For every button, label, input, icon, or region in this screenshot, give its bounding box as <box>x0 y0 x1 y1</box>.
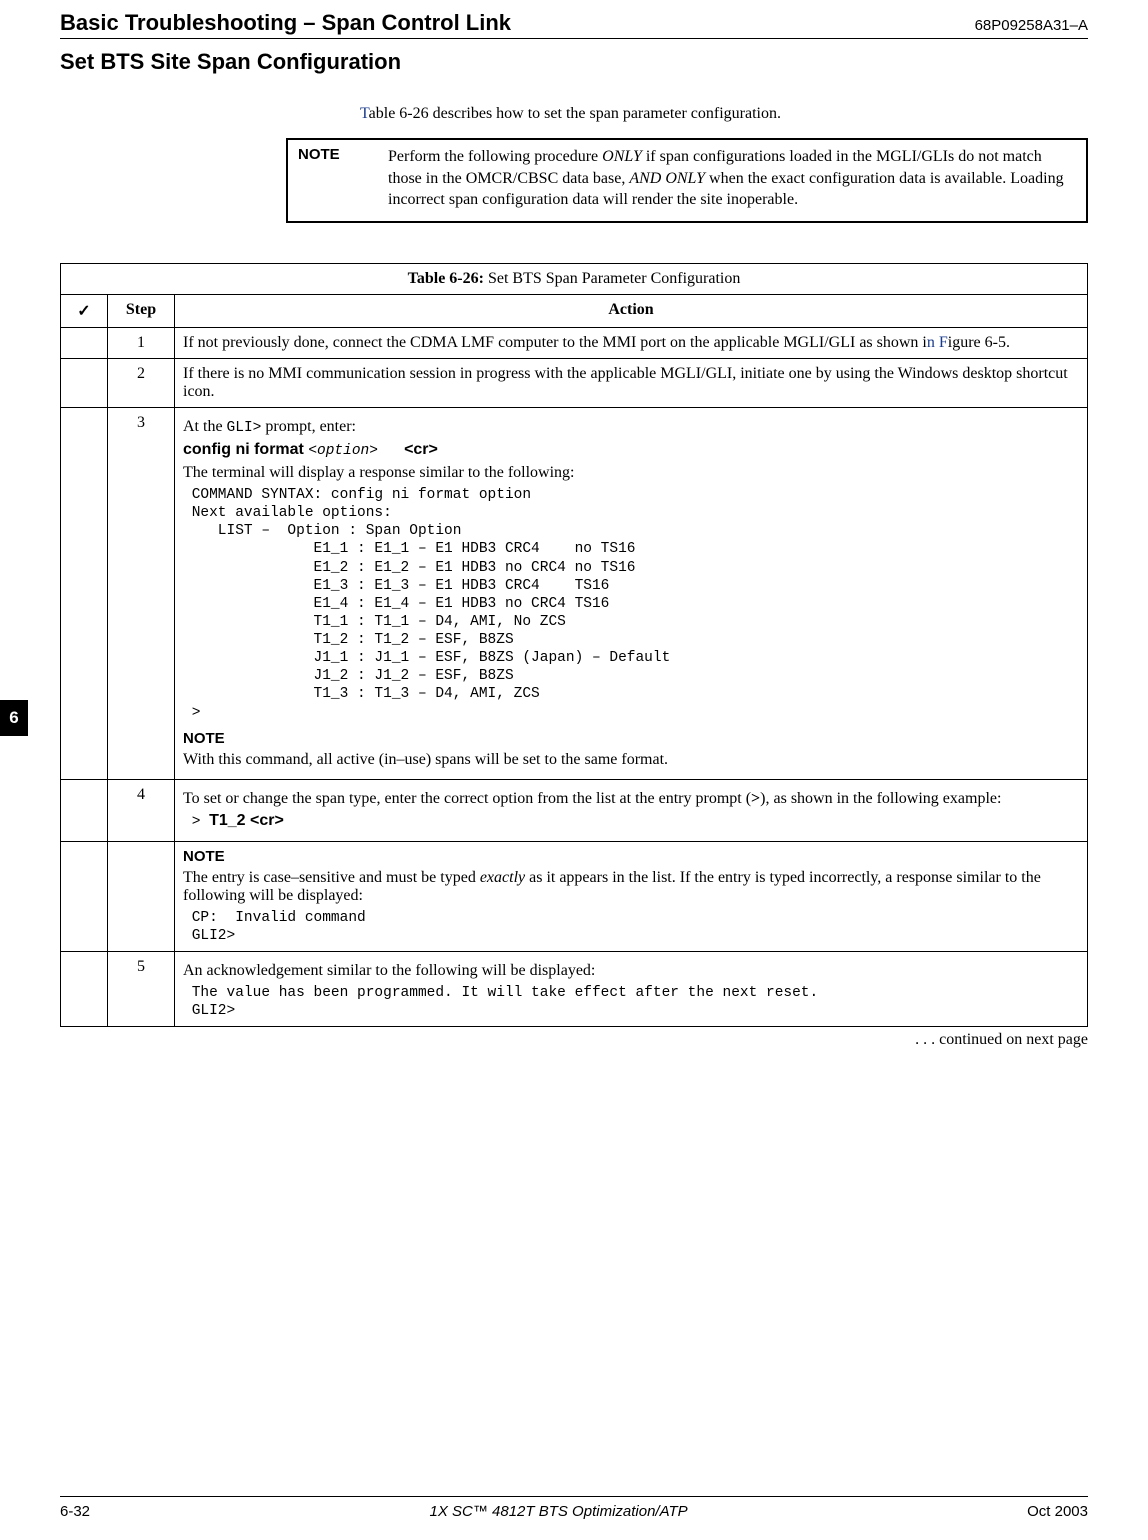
table-caption: Table 6-26: Set BTS Span Parameter Confi… <box>61 263 1088 294</box>
example-input: T1_2 <cr> <box>209 812 284 829</box>
page-running-title: Basic Troubleshooting – Span Control Lin… <box>60 10 511 36</box>
table-row: 2 If there is no MMI communication sessi… <box>61 358 1088 407</box>
inline-note-label: NOTE <box>183 848 1079 865</box>
inline-note-text: With this command, all active (in–use) s… <box>183 751 1079 769</box>
check-cell <box>61 327 108 358</box>
action-cell: To set or change the span type, enter th… <box>175 779 1088 841</box>
table-row: 4 To set or change the span type, enter … <box>61 779 1088 841</box>
step-cell: 1 <box>108 327 175 358</box>
inline-code: GLI> <box>227 420 262 436</box>
step-cell: 4 <box>108 779 175 841</box>
text: ), as shown in the following example: <box>760 790 1001 807</box>
code-block: The value has been programmed. It will t… <box>183 984 1079 1020</box>
page-footer: 6-32 1X SC™ 4812T BTS Optimization/ATP O… <box>60 1496 1088 1520</box>
step-cell: 3 <box>108 407 175 779</box>
action-cell: If not previously done, connect the CDMA… <box>175 327 1088 358</box>
inline-note-label: NOTE <box>183 730 1079 747</box>
caption-bold: Table 6-26: <box>408 270 484 287</box>
footer-page-number: 6-32 <box>60 1503 90 1520</box>
step-cell: 2 <box>108 358 175 407</box>
procedure-table: Table 6-26: Set BTS Span Parameter Confi… <box>60 263 1088 1028</box>
intro-text: able 6-26 describes how to set the span … <box>369 105 781 122</box>
text: An acknowledgement similar to the follow… <box>183 962 1079 980</box>
step-cell: 5 <box>108 952 175 1027</box>
note-callout: NOTE Perform the following procedure ONL… <box>286 138 1088 223</box>
note-body: Perform the following procedure ONLY if … <box>388 146 1076 211</box>
intro-paragraph: Table 6-26 describes how to set the span… <box>360 105 1088 123</box>
action-cell: An acknowledgement similar to the follow… <box>175 952 1088 1027</box>
note-text-1: Perform the following procedure <box>388 148 602 165</box>
action-cell: If there is no MMI communication session… <box>175 358 1088 407</box>
text: The entry is case–sensitive and must be … <box>183 869 480 886</box>
prompt-char: > <box>751 790 760 807</box>
note-label: NOTE <box>298 146 388 163</box>
text: If not previously done, connect the CDMA… <box>183 334 927 351</box>
table-row: 1 If not previously done, connect the CD… <box>61 327 1088 358</box>
footer-date: Oct 2003 <box>1027 1503 1088 1520</box>
col-action-header: Action <box>175 294 1088 327</box>
text: igure 6-5. <box>948 334 1010 351</box>
action-cell: At the GLI> prompt, enter: config ni for… <box>175 407 1088 779</box>
step-cell <box>108 841 175 951</box>
check-cell <box>61 407 108 779</box>
check-cell <box>61 952 108 1027</box>
continued-indicator: . . . continued on next page <box>60 1031 1088 1049</box>
code-block: COMMAND SYNTAX: config ni format option … <box>183 486 1079 722</box>
text: The terminal will display a response sim… <box>183 464 1079 482</box>
check-cell <box>61 358 108 407</box>
text: At the <box>183 418 227 435</box>
footer-doc-title: 1X SC™ 4812T BTS Optimization/ATP <box>430 1503 688 1520</box>
col-check-header: ✓ <box>61 294 108 327</box>
footer-rule <box>60 1496 1088 1497</box>
command-arg: <option> <box>308 443 378 459</box>
figure-ref-link[interactable]: n F <box>927 334 948 351</box>
check-cell <box>61 779 108 841</box>
header-rule <box>60 38 1088 39</box>
section-heading: Set BTS Site Span Configuration <box>60 49 1088 75</box>
command-keyword: config ni format <box>183 441 308 458</box>
italic-text: exactly <box>480 869 525 886</box>
table-row: 3 At the GLI> prompt, enter: config ni f… <box>61 407 1088 779</box>
check-cell <box>61 841 108 951</box>
chapter-thumb-tab: 6 <box>0 700 28 736</box>
document-number: 68P09258A31–A <box>975 17 1088 34</box>
note-italic-1: ONLY <box>602 148 642 165</box>
caption-rest: Set BTS Span Parameter Configuration <box>484 270 740 287</box>
command-cr: <cr> <box>404 441 438 458</box>
text: prompt, enter: <box>261 418 356 435</box>
text: To set or change the span type, enter th… <box>183 790 751 807</box>
code-block: CP: Invalid command GLI2> <box>183 909 1079 945</box>
prompt: > <box>183 814 209 830</box>
action-cell: NOTE The entry is case–sensitive and mus… <box>175 841 1088 951</box>
table-ref-link[interactable]: T <box>360 105 369 122</box>
col-step-header: Step <box>108 294 175 327</box>
note-italic-2: AND ONLY <box>629 170 705 187</box>
table-row: 5 An acknowledgement similar to the foll… <box>61 952 1088 1027</box>
table-row: NOTE The entry is case–sensitive and mus… <box>61 841 1088 951</box>
command-spacer <box>378 443 404 459</box>
